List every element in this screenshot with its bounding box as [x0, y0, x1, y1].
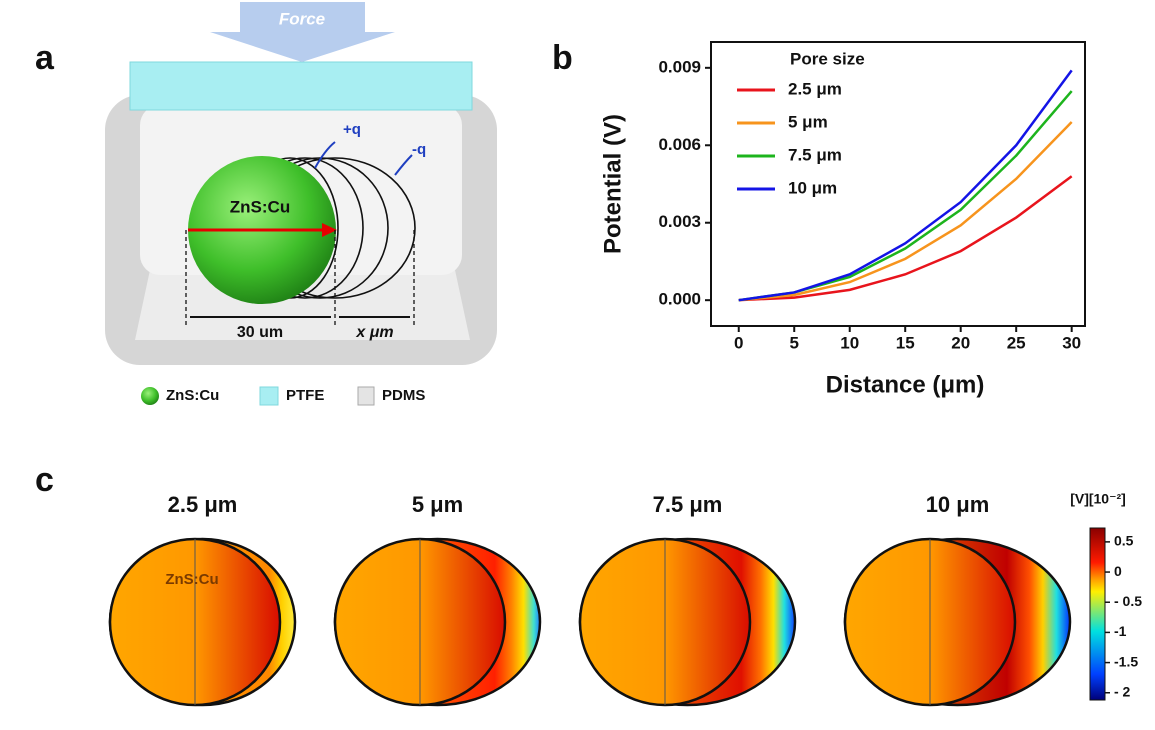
legend-label: PDMS	[382, 387, 425, 404]
force-label: Force	[279, 9, 325, 28]
colorbar-tick-label: -1	[1114, 623, 1127, 639]
colorbar-tick-label: 0.5	[1114, 533, 1134, 549]
colorbar-tick-label: - 0.5	[1114, 593, 1142, 609]
x-tick-label: 30	[1062, 333, 1081, 352]
legend-icon	[141, 387, 159, 405]
legend-label: PTFE	[286, 387, 324, 404]
colorbar	[1089, 527, 1106, 701]
sphere-label: ZnS:Cu	[230, 197, 290, 216]
series-line	[738, 121, 1073, 302]
charge-label: +q	[343, 121, 361, 138]
force-arrow	[210, 2, 395, 62]
panel-label: c	[35, 461, 54, 499]
sphere-label: ZnS:Cu	[165, 571, 218, 588]
panel-title: 7.5 μm	[653, 492, 723, 517]
x-tick-label: 15	[896, 333, 915, 352]
y-tick-label: 0.000	[658, 290, 701, 309]
legend-label: ZnS:Cu	[166, 387, 219, 404]
panel-label: b	[552, 39, 573, 77]
x-tick-label: 10	[840, 333, 859, 352]
colorbar-label: [V][10⁻²]	[1070, 491, 1126, 507]
y-tick-label: 0.009	[658, 57, 701, 76]
legend-icon	[357, 386, 375, 406]
plot-frame	[710, 41, 1086, 327]
panel-title: 10 μm	[926, 492, 990, 517]
dimension-label: 30 um	[237, 324, 283, 341]
panel-title: 5 μm	[412, 492, 463, 517]
panel-label: a	[35, 39, 55, 77]
diagram: Force ZnS:Cu +q -q 30 um x μm ZnS:Cu PTF…	[105, 2, 497, 406]
series-line	[738, 175, 1073, 302]
charge-arrow	[394, 154, 413, 176]
x-tick-label: 5	[790, 333, 799, 352]
series-line	[738, 69, 1073, 302]
legend-label: 7.5 μm	[788, 145, 842, 164]
colorbar-tick-label: -1.5	[1114, 653, 1138, 669]
y-axis-label: Potential (V)	[599, 114, 626, 254]
legend-label: 5 μm	[788, 112, 828, 131]
panel-title: 2.5 μm	[168, 492, 238, 517]
legend-label: 2.5 μm	[788, 79, 842, 98]
y-tick-label: 0.003	[658, 212, 701, 231]
colorbar-tick-label: 0	[1114, 563, 1122, 579]
colorbar-tick-label: - 2	[1114, 683, 1131, 699]
y-tick-label: 0.006	[658, 135, 701, 154]
arrow-head	[322, 223, 337, 237]
x-tick-label: 25	[1007, 333, 1026, 352]
charge-label: -q	[412, 141, 426, 158]
charge-arrow	[314, 141, 336, 169]
dimension-label: x μm	[355, 324, 393, 341]
ptfe-slab	[129, 61, 473, 111]
plot-layer: 0 5 10 15 20 25 30 0.000 0.003 0.006 0.009 2.5 μm 5 …	[108, 57, 1142, 707]
legend-title: Pore size	[790, 49, 865, 68]
legend-label: 10 μm	[788, 178, 837, 197]
x-tick-label: 20	[951, 333, 970, 352]
x-tick-label: 0	[734, 333, 743, 352]
x-axis-label: Distance (μm)	[826, 371, 985, 398]
dimension-lines	[185, 230, 415, 325]
legend-icon	[259, 386, 279, 406]
